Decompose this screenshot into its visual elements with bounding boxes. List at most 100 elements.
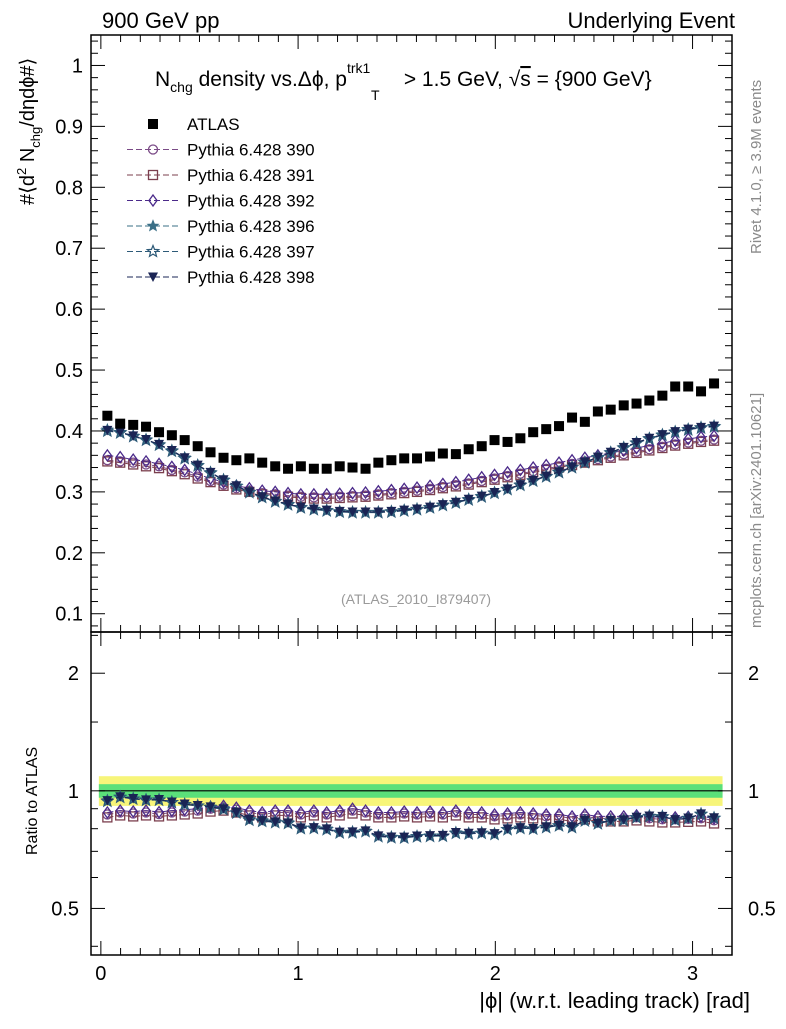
legend-marker-p392 [148,193,158,208]
data-point-atlas [205,447,216,458]
ratio-point-p398 [605,815,616,826]
ratio-point-p398 [657,811,668,822]
legend-label-p397: Pythia 6.428 397 [187,243,315,262]
legend-item-p397: Pythia 6.428 397 [127,243,315,262]
title-mid: density vs.Δϕ, p [193,68,347,91]
data-point-p398 [489,487,500,498]
ratio-point-p398 [244,814,255,825]
header-right-label: Underlying Event [567,8,735,33]
legend: ATLAS Pythia 6.428 390 Pythia 6.428 391 Pyt… [127,115,315,287]
ratio-point-p392 [502,806,513,821]
ratio-y-tick-label: 0.5 [51,898,79,920]
data-point-atlas [425,451,436,462]
ratio-point-p398 [567,822,578,832]
ratio-point-p392 [451,803,461,818]
axis-ticks: 0.1 0.2 0.3 0.4 0.5 0.6 0.7 0.8 0.9 1 0 1 2 3 0.5 0.5 1 1… [51,35,776,985]
ratio-point-p392 [115,803,125,818]
data-point-atlas [244,453,255,464]
data-point-atlas [308,463,319,474]
data-point-atlas [360,463,371,474]
series-p398 [102,421,720,517]
ratio-point-p398 [270,817,281,827]
ratio-point-p398 [644,811,655,822]
x-axis-label: |ϕ| (w.r.t. leading track) [rad] [479,988,750,1013]
ratio-point-p392 [360,803,371,818]
ratio-uncertainty-band [98,776,723,806]
ratio-point-p392 [528,806,538,821]
legend-marker-p390 [147,144,159,155]
data-point-p398 [295,502,306,513]
main-panel-data [100,378,722,519]
ratio-point-p398 [308,823,319,833]
y-tick-label: 0.4 [55,421,83,443]
data-point-p398 [205,467,216,478]
ratio-point-p392 [347,802,358,816]
ratio-point-p398 [541,822,552,832]
data-point-p398 [179,453,190,463]
data-point-p392 [515,463,526,477]
title-sub-chg: chg [170,79,193,95]
data-point-p398 [437,500,448,510]
data-point-p391 [128,459,139,470]
ratio-point-p398 [218,804,229,814]
ratio-point-p391 [386,812,397,823]
data-point-atlas [579,416,590,427]
ratio-point-p398 [618,815,629,825]
ratio-point-p398 [102,796,113,806]
header-left-label: 900 GeV pp [102,8,219,33]
ratio-point-p398 [192,801,203,811]
ratio-point-p392 [463,805,474,820]
data-point-p391 [179,469,190,480]
data-point-p392 [709,429,719,443]
data-point-atlas [437,448,448,459]
data-point-atlas [618,400,629,411]
data-point-atlas [102,410,113,421]
data-point-p392 [696,430,706,444]
ratio-point-p398 [399,832,410,843]
data-point-p392 [296,487,306,501]
ratio-point-p391 [476,812,487,823]
data-point-p398 [463,494,474,505]
title-prefix: N [155,68,170,91]
ratio-point-p398 [373,831,384,841]
data-point-atlas [218,452,229,463]
data-point-p398 [476,491,487,502]
data-point-p391 [102,456,113,467]
data-point-atlas [567,412,578,423]
y-tick-label: 0.7 [55,238,83,260]
ratio-point-p398 [257,816,268,826]
ratio-point-p398 [205,802,216,812]
data-point-p392 [425,479,435,493]
data-point-p398 [386,506,397,517]
data-point-atlas [631,398,642,409]
data-point-atlas [257,457,268,468]
ratio-point-p392 [438,805,448,820]
ratio-point-p398 [554,820,565,831]
data-point-atlas [154,427,165,438]
ratio-point-p398 [128,793,139,804]
title-sqrt: √ [509,68,521,91]
data-point-p392 [141,454,151,469]
y-tick-label: 0.9 [55,116,83,138]
analysis-id-label: (ATLAS_2010_I879407) [341,591,491,607]
data-point-p398 [141,434,152,445]
ratio-point-p398 [347,827,358,837]
legend-item-p398: Pythia 6.428 398 [127,268,315,287]
title-s: s [520,68,531,91]
ratio-y-tick-label-right: 2 [748,663,759,685]
ratio-point-p398 [321,824,332,834]
ratio-point-p392 [102,805,113,820]
ratio-point-p398 [670,815,681,825]
data-point-p392 [683,432,694,446]
data-point-atlas [657,390,668,401]
legend-label-p396: Pythia 6.428 396 [187,217,315,236]
y-tick-label: 0.5 [55,360,83,382]
data-point-p398 [154,439,165,450]
data-point-p392 [334,487,345,501]
data-point-atlas [450,449,461,460]
data-point-p392 [347,486,358,500]
legend-marker-p396 [146,219,160,232]
data-point-p392 [670,434,681,448]
